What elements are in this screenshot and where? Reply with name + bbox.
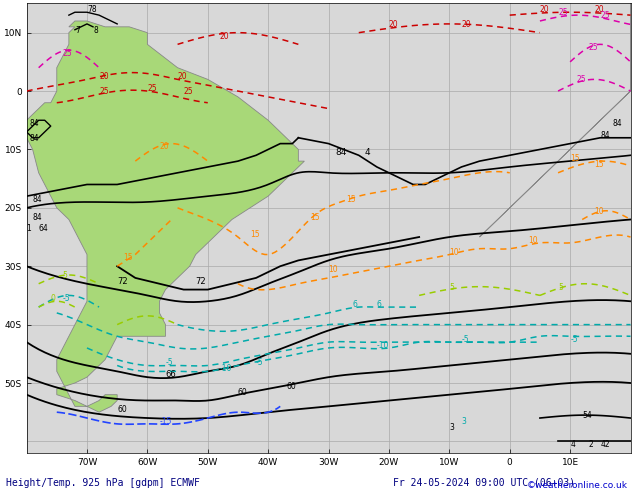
Text: 20: 20 xyxy=(462,20,471,29)
Text: 5: 5 xyxy=(63,271,68,280)
Text: 15: 15 xyxy=(123,253,133,262)
Text: 84: 84 xyxy=(32,195,42,204)
Text: 15: 15 xyxy=(250,230,260,239)
Text: 4: 4 xyxy=(365,148,370,157)
Text: 5: 5 xyxy=(450,283,454,292)
Text: -10: -10 xyxy=(220,365,232,373)
Text: 72: 72 xyxy=(117,277,128,286)
Text: -5: -5 xyxy=(63,294,70,303)
Text: 6: 6 xyxy=(377,300,382,309)
Text: 25: 25 xyxy=(184,87,193,96)
Text: 8: 8 xyxy=(93,25,98,35)
Text: 25: 25 xyxy=(99,87,108,96)
Text: -15: -15 xyxy=(160,417,172,426)
Text: 84: 84 xyxy=(30,134,39,143)
Text: 66: 66 xyxy=(165,370,176,379)
Text: 25: 25 xyxy=(576,75,586,84)
Text: 10: 10 xyxy=(528,236,538,245)
Text: 25: 25 xyxy=(558,8,567,17)
Text: Height/Temp. 925 hPa [gdpm] ECMWF: Height/Temp. 925 hPa [gdpm] ECMWF xyxy=(6,478,200,488)
Text: 60: 60 xyxy=(238,388,248,397)
Text: 25: 25 xyxy=(147,84,157,93)
Text: -5: -5 xyxy=(165,359,173,368)
Text: 60: 60 xyxy=(117,405,127,414)
Text: -10: -10 xyxy=(377,341,389,350)
Text: 10: 10 xyxy=(328,265,338,274)
Text: -5: -5 xyxy=(570,335,578,344)
Text: 78: 78 xyxy=(87,5,96,14)
Polygon shape xyxy=(479,3,631,237)
Text: 20: 20 xyxy=(160,143,169,151)
Text: 60: 60 xyxy=(287,382,296,391)
Text: 1: 1 xyxy=(27,224,31,233)
Text: 84: 84 xyxy=(612,119,622,128)
Text: 84: 84 xyxy=(32,213,42,221)
Text: 20: 20 xyxy=(540,5,550,14)
Text: ©weatheronline.co.uk: ©weatheronline.co.uk xyxy=(527,481,628,490)
Text: 25: 25 xyxy=(600,11,610,20)
Text: 84: 84 xyxy=(30,119,39,128)
Text: 42: 42 xyxy=(600,440,610,449)
Text: 6: 6 xyxy=(353,300,358,309)
Text: -5: -5 xyxy=(256,359,264,368)
Text: 84: 84 xyxy=(600,131,610,140)
Text: 4: 4 xyxy=(570,440,575,449)
Text: 20: 20 xyxy=(594,5,604,14)
Text: Fr 24-05-2024 09:00 UTC (06+03): Fr 24-05-2024 09:00 UTC (06+03) xyxy=(393,478,575,488)
Text: 25: 25 xyxy=(588,43,598,52)
Text: 15: 15 xyxy=(570,154,579,163)
Text: 2: 2 xyxy=(588,440,593,449)
Text: 64: 64 xyxy=(39,224,48,233)
Text: 20: 20 xyxy=(220,31,230,41)
Text: 0: 0 xyxy=(51,294,56,303)
Text: 5: 5 xyxy=(558,283,563,292)
Text: -5: -5 xyxy=(462,335,469,344)
Text: 10': 10' xyxy=(450,247,461,257)
Polygon shape xyxy=(27,21,304,412)
Text: 3: 3 xyxy=(462,417,466,426)
Text: 20: 20 xyxy=(389,20,399,29)
Text: 10: 10 xyxy=(594,207,604,216)
Text: 25: 25 xyxy=(63,49,72,58)
Text: 15: 15 xyxy=(594,160,604,169)
Text: 84: 84 xyxy=(335,148,346,157)
Text: 72: 72 xyxy=(196,277,206,286)
Text: 3: 3 xyxy=(450,423,454,432)
Text: 54: 54 xyxy=(582,411,592,420)
Text: 15: 15 xyxy=(311,213,320,221)
Text: 15: 15 xyxy=(347,195,356,204)
Text: 7: 7 xyxy=(75,25,80,35)
Text: 20: 20 xyxy=(178,73,187,81)
Text: 20: 20 xyxy=(99,73,108,81)
